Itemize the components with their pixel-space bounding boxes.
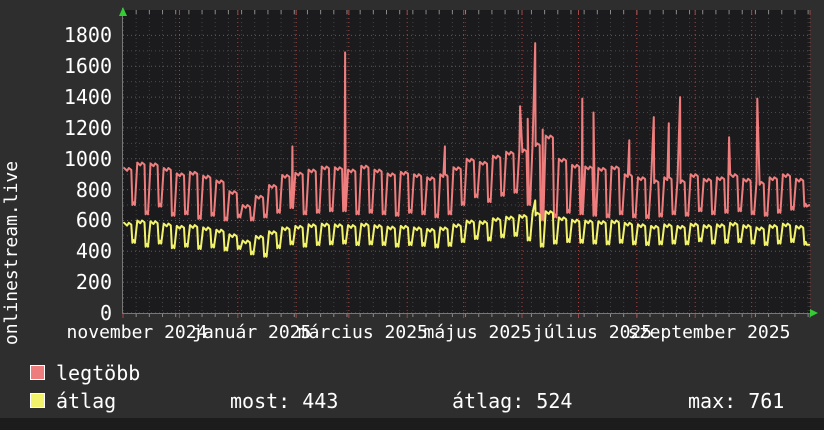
y-tick-label: 1800 [63,23,112,48]
y-tick-label: 600 [75,208,112,233]
legend-swatch-legtobb [30,365,45,380]
y-tick-label: 0 [99,301,112,325]
stat-most: most: 443 [230,389,339,413]
x-tick-label: május 2025 [423,322,532,343]
x-tick-label: július 2025 [532,322,653,343]
y-tick-label: 400 [75,239,112,264]
legend-swatch-atlag [30,393,45,408]
y-axis-arrow-icon [119,7,127,16]
bottom-strip [0,418,824,430]
x-tick-label: március 2025 [297,322,428,343]
y-tick-label: 1400 [63,85,112,110]
x-axis-arrow-icon [810,309,818,317]
series-line-legtobb [123,42,811,222]
legend-label-legtobb: legtöbb [56,361,141,385]
y-tick-label: 1600 [63,54,112,79]
stat-max: max: 761 [688,389,785,413]
x-tick-label: november 2024 [66,322,208,343]
y-tick-label: 1000 [63,146,112,171]
stat-atlag: átlag: 524 [452,389,573,413]
y-tick-label: 200 [75,270,112,295]
y-tick-label: 800 [75,177,112,202]
series-line-atlag [123,199,811,258]
x-tick-label: január 2025 [192,322,312,343]
x-tick-label: szeptember 2025 [627,322,791,343]
legend-label-atlag: átlag [56,389,117,413]
y-tick-label: 1200 [63,115,112,140]
